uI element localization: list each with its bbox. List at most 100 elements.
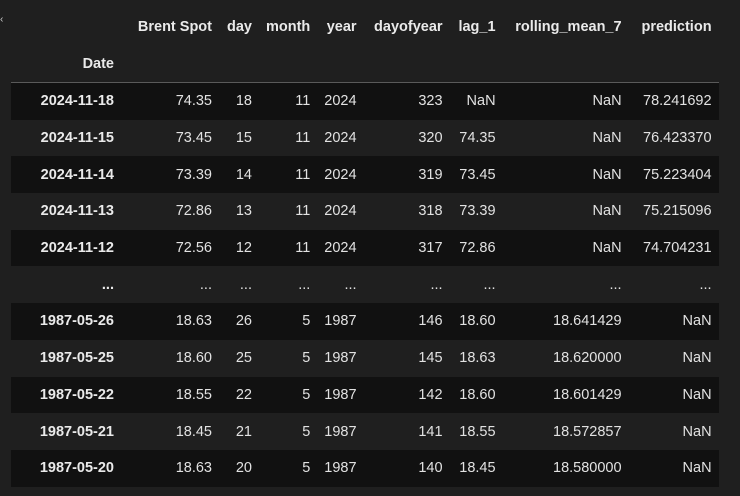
cell-month: 11 (295, 93, 311, 110)
table-row: 1987-05-20 18.63 20 5 1987 140 18.45 18.580000 N… (11, 449, 719, 487)
cell-prediction: NaN (682, 423, 712, 440)
index-header-blank (11, 8, 121, 45)
cell-lag-1: 74.35 (459, 130, 496, 147)
cell-brent-spot: ... (199, 276, 212, 293)
cell-month: 5 (302, 460, 311, 477)
cell-day: ... (239, 276, 252, 293)
table-row: 1987-05-26 18.63 26 5 1987 146 18.60 18.641429 N… (11, 303, 719, 340)
cell-prediction: 76.423370 (643, 130, 712, 147)
column-header-brent-spot: Brent Spot (137, 18, 212, 35)
cell-year: 2024 (324, 130, 357, 147)
cell-rolling-mean-7: NaN (592, 93, 622, 110)
cell-month: 5 (302, 350, 311, 367)
cell-month: 5 (302, 386, 311, 403)
table-row: ........................... (11, 266, 719, 304)
table-row: 1987-05-22 18.55 22 5 1987 142 18.60 18.601429 N… (11, 376, 719, 414)
cell-lag-1: NaN (466, 93, 496, 110)
cell-day: 12 (235, 240, 252, 257)
cell-year: 2024 (324, 240, 357, 257)
column-header-prediction: prediction (641, 18, 712, 35)
cell-rolling-mean-7: 18.580000 (553, 460, 622, 477)
cell-prediction: 74.704231 (643, 240, 712, 257)
cell-brent-spot: 73.45 (175, 130, 212, 147)
table-row: 2024-11-14 73.39 14 11 2024 319 73.45 NaN 75.223… (11, 156, 719, 194)
cell-lag-1: 73.45 (459, 166, 496, 183)
row-index-date: 2024-11-15 (40, 130, 114, 147)
row-index-date: 2024-11-13 (40, 203, 114, 220)
column-header-dayofyear: dayofyear (374, 18, 443, 35)
table-row: 2024-11-13 72.86 13 11 2024 318 73.39 NaN 75.215… (11, 193, 719, 230)
index-name-filler (502, 45, 629, 83)
cell-lag-1: 18.60 (459, 313, 496, 330)
cell-lag-1: ... (483, 276, 496, 293)
cell-prediction: NaN (682, 313, 712, 330)
cell-rolling-mean-7: NaN (592, 130, 622, 147)
cell-prediction: NaN (682, 350, 712, 367)
column-header-lag-1: lag_1 (458, 18, 496, 35)
cell-prediction: NaN (682, 460, 712, 477)
index-name-label: Date (11, 45, 121, 83)
cell-rolling-mean-7: 18.572857 (553, 423, 622, 440)
cell-prediction: ... (699, 276, 712, 293)
table-row: 2024-11-15 73.45 15 11 2024 320 74.35 NaN 76.423… (11, 119, 719, 157)
cell-year: 1987 (324, 460, 357, 477)
cell-day: 14 (235, 166, 252, 183)
cell-dayofyear: 323 (418, 93, 443, 110)
cell-prediction: 75.223404 (643, 166, 712, 183)
column-header-row: Brent Spot day month year dayofyear lag_… (11, 8, 719, 45)
cell-rolling-mean-7: 18.620000 (553, 350, 622, 367)
cell-rolling-mean-7: 18.601429 (553, 386, 622, 403)
cell-prediction: 78.241692 (643, 93, 712, 110)
cell-day: 26 (235, 313, 252, 330)
column-header-month: month (266, 18, 311, 35)
cell-day: 25 (235, 350, 252, 367)
cell-brent-spot: 73.39 (175, 166, 212, 183)
cell-brent-spot: 18.63 (175, 460, 212, 477)
cell-dayofyear: 317 (418, 240, 443, 257)
cell-brent-spot: 72.86 (175, 203, 212, 220)
row-index-date: 1987-05-22 (39, 386, 114, 403)
cell-rolling-mean-7: NaN (592, 166, 622, 183)
cell-lag-1: 18.55 (459, 423, 496, 440)
index-name-filler (628, 45, 719, 83)
cell-year: 1987 (324, 423, 357, 440)
table-row: 2024-11-12 72.56 12 11 2024 317 72.86 NaN 74.704… (11, 229, 719, 267)
column-header-day: day (227, 18, 252, 35)
cell-day: 22 (235, 386, 252, 403)
cell-lag-1: 73.39 (459, 203, 496, 220)
cell-month: 11 (295, 166, 311, 183)
cell-day: 13 (235, 203, 252, 220)
cell-month: 11 (295, 130, 311, 147)
cell-day: 18 (235, 93, 252, 110)
cell-brent-spot: 18.55 (175, 386, 212, 403)
index-name-filler (363, 45, 450, 83)
cell-dayofyear: 320 (418, 130, 443, 147)
cell-month: ... (298, 276, 311, 293)
cell-rolling-mean-7: 18.641429 (553, 313, 622, 330)
table-row: 1987-05-25 18.60 25 5 1987 145 18.63 18.620000 N… (11, 339, 719, 377)
row-index-date: 2024-11-14 (40, 166, 114, 183)
cell-year: 2024 (324, 203, 357, 220)
cell-dayofyear: 319 (418, 166, 443, 183)
column-header-year: year (326, 18, 357, 35)
row-index-date: 1987-05-26 (39, 313, 114, 330)
cell-day: 20 (235, 460, 252, 477)
cell-dayofyear: 140 (418, 460, 443, 477)
row-index-date: 2024-11-18 (40, 93, 114, 110)
cell-brent-spot: 72.56 (175, 240, 212, 257)
cell-dayofyear: 146 (418, 313, 443, 330)
cell-month: 11 (295, 240, 311, 257)
cell-brent-spot: 74.35 (175, 93, 212, 110)
cell-brent-spot: 18.45 (175, 423, 212, 440)
cell-day: 21 (235, 423, 252, 440)
cell-lag-1: 18.63 (459, 350, 496, 367)
row-index-date: ... (101, 276, 114, 293)
column-header-rolling-mean-7: rolling_mean_7 (515, 18, 622, 35)
table-row: 1987-05-21 18.45 21 5 1987 141 18.55 18.572857 N… (11, 413, 719, 450)
cell-rolling-mean-7: NaN (592, 203, 622, 220)
cell-prediction: NaN (682, 386, 712, 403)
cell-lag-1: 18.60 (459, 386, 496, 403)
cell-year: 1987 (324, 350, 357, 367)
cell-day: 15 (235, 130, 252, 147)
cell-year: 2024 (324, 93, 357, 110)
